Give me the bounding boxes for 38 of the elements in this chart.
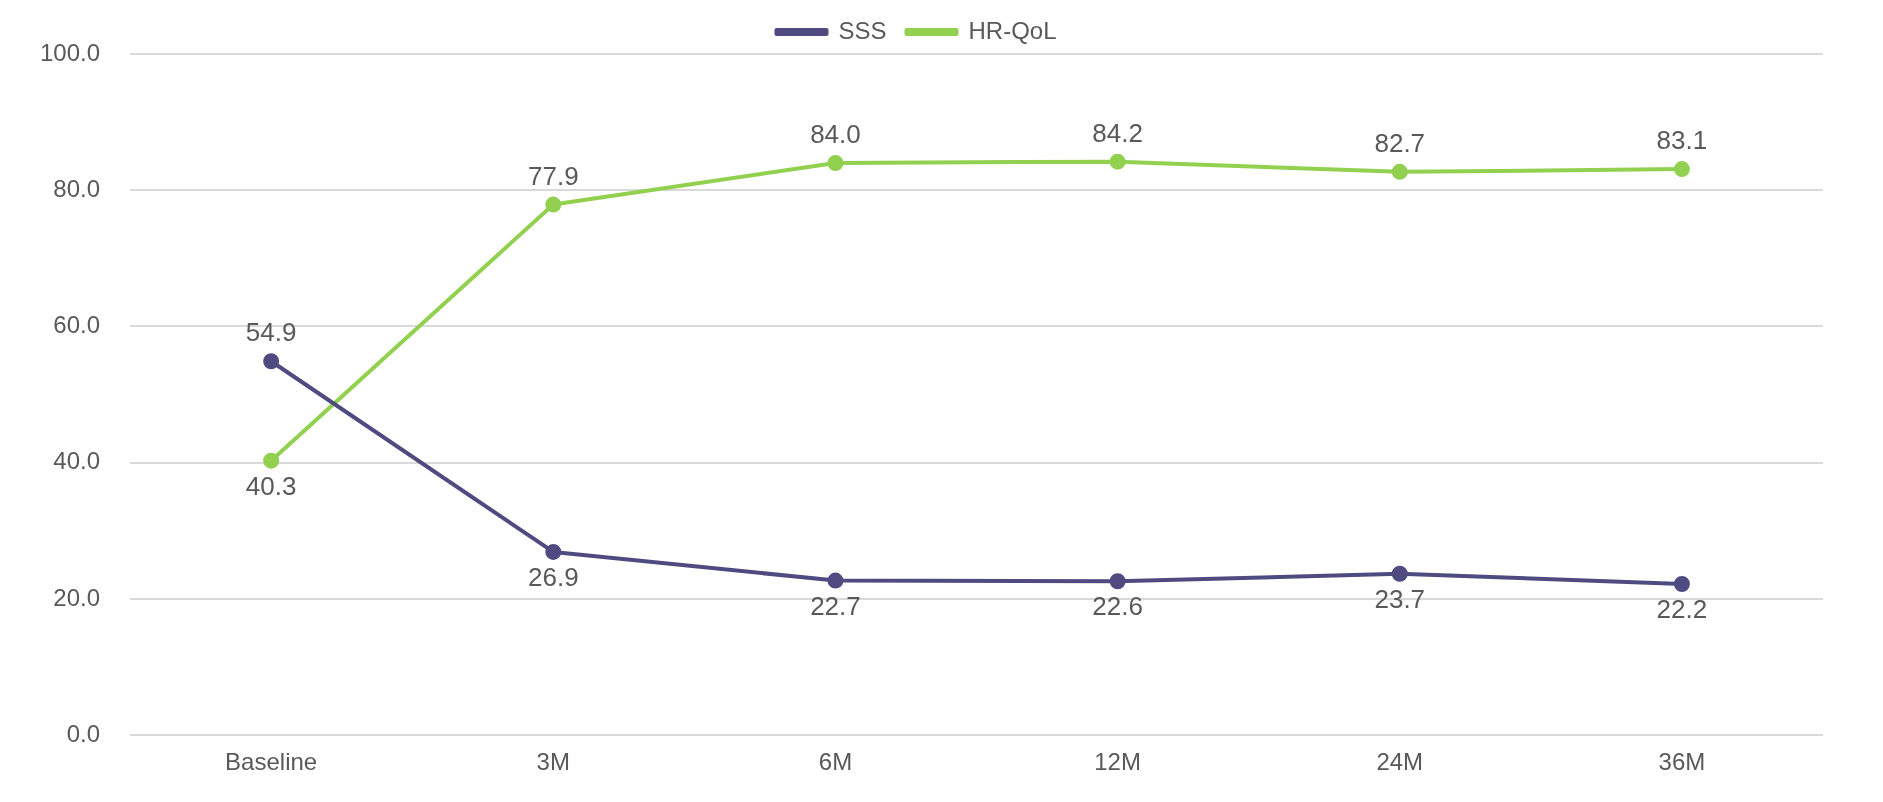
data-label: 22.7 — [810, 590, 861, 621]
x-tick-label: 3M — [536, 748, 570, 776]
x-tick-label: 6M — [818, 748, 853, 776]
point — [545, 196, 562, 213]
y-tick-label: 60.0 — [53, 311, 101, 339]
data-label: 82.7 — [1374, 128, 1426, 159]
point — [1673, 575, 1690, 592]
data-label: 22.6 — [1092, 591, 1143, 622]
point — [263, 353, 280, 370]
y-tick-label: 100.0 — [40, 38, 101, 66]
point — [545, 543, 562, 560]
data-label: 84.0 — [810, 119, 861, 150]
x-tick-label: 24M — [1376, 748, 1424, 776]
point — [827, 572, 844, 589]
point — [1391, 565, 1408, 582]
legend-label: HR-QoL — [968, 16, 1057, 44]
x-tick-label: 36M — [1658, 748, 1706, 776]
y-tick-label: 40.0 — [53, 447, 101, 475]
data-label: 84.2 — [1092, 117, 1143, 148]
point — [1673, 161, 1690, 178]
y-tick-label: 20.0 — [53, 583, 101, 611]
x-tick-label: 12M — [1094, 748, 1141, 776]
data-label: 77.9 — [527, 160, 579, 191]
point — [263, 452, 280, 469]
legend-label: SSS — [838, 16, 887, 44]
data-label: 23.7 — [1374, 583, 1426, 614]
data-label: 26.9 — [527, 562, 579, 593]
y-tick-label: 0.0 — [66, 719, 101, 747]
y-tick-label: 80.0 — [53, 174, 101, 202]
point — [1391, 163, 1408, 180]
data-label: 22.2 — [1656, 594, 1708, 625]
data-label: 54.9 — [245, 317, 297, 348]
x-tick-label: Baseline — [225, 748, 318, 776]
point — [1109, 573, 1126, 590]
data-label: 40.3 — [245, 470, 297, 501]
point — [827, 154, 844, 171]
point — [1109, 153, 1126, 170]
data-label: 83.1 — [1656, 125, 1708, 156]
